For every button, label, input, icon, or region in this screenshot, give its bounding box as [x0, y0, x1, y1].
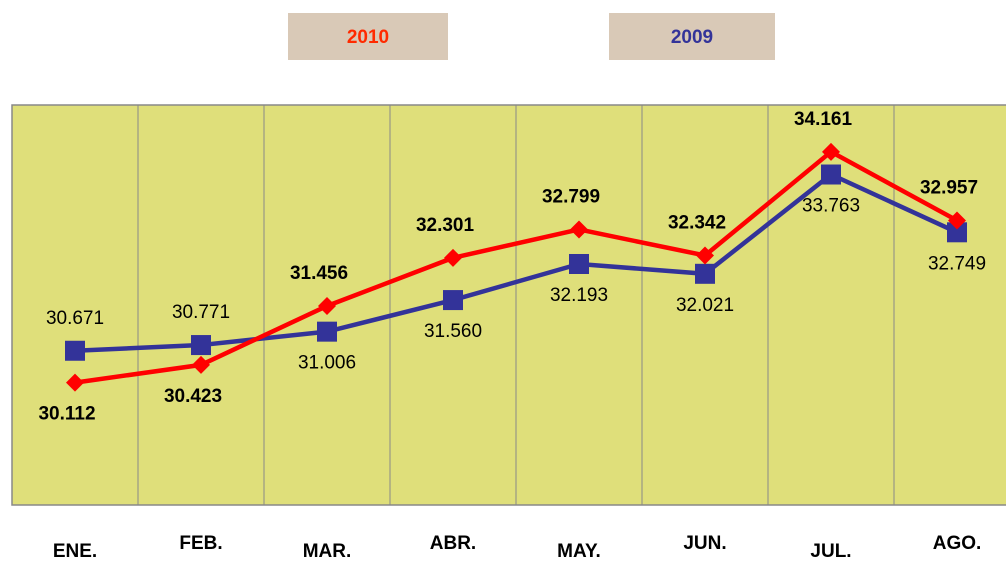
marker: [192, 355, 210, 374]
legend-label: 2009: [671, 27, 713, 48]
marker: [696, 246, 714, 265]
marker: [948, 211, 966, 230]
data-label: 32.342: [668, 213, 726, 234]
x-tick-label: JUN.: [683, 533, 726, 554]
data-label: 30.423: [164, 386, 222, 407]
data-label: 32.301: [416, 215, 475, 236]
x-tick-label: MAY.: [557, 541, 601, 562]
data-label: 32.957: [920, 177, 978, 198]
marker: [570, 220, 588, 239]
legend-box: [609, 13, 775, 60]
data-label: 30.671: [46, 308, 104, 329]
marker: [65, 340, 85, 361]
series-line: [74, 149, 959, 385]
data-label: 31.006: [298, 353, 356, 374]
marker: [317, 321, 337, 342]
marker: [191, 335, 211, 356]
marker: [821, 164, 841, 185]
marker: [947, 222, 967, 243]
marker: [444, 248, 462, 267]
data-label: 32.799: [542, 186, 600, 207]
marker: [318, 297, 336, 316]
x-tick-label: ENE.: [53, 541, 97, 562]
data-label: 31.560: [424, 321, 482, 342]
data-label: 34.161: [794, 109, 853, 130]
marker: [695, 263, 715, 284]
data-label: 30.771: [172, 302, 230, 323]
x-tick-label: MAR.: [303, 541, 352, 562]
x-tick-label: JUL.: [810, 541, 851, 562]
marker: [822, 142, 840, 161]
legend-label: 2010: [347, 27, 389, 48]
x-tick-label: ABR.: [430, 533, 476, 554]
legend-box: [288, 13, 448, 60]
x-tick-label: FEB.: [179, 533, 222, 554]
marker: [569, 253, 589, 274]
data-label: 32.749: [928, 253, 986, 274]
marker: [66, 373, 84, 392]
series-line: [74, 171, 958, 354]
data-label: 33.763: [802, 196, 860, 217]
data-label: 30.112: [38, 404, 95, 425]
x-tick-label: AGO.: [933, 533, 982, 554]
data-label: 32.021: [676, 295, 734, 316]
data-label: 31.456: [290, 263, 348, 284]
marker: [443, 290, 463, 311]
data-label: 32.193: [550, 285, 608, 306]
